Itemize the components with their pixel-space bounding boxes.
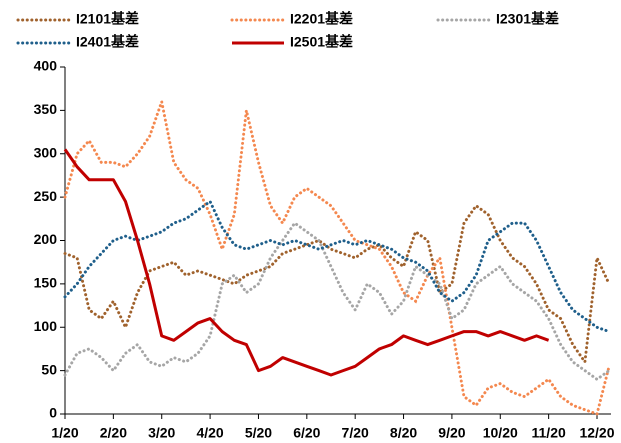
series-line bbox=[63, 199, 611, 334]
y-tick-label: 150 bbox=[34, 275, 58, 291]
legend-label: I2101基差 bbox=[76, 11, 139, 27]
x-tick-label: 2/20 bbox=[100, 425, 127, 441]
y-tick-label: 0 bbox=[49, 405, 57, 421]
y-tick-label: 200 bbox=[34, 231, 58, 247]
y-tick-label: 100 bbox=[34, 318, 58, 334]
y-tick-label: 300 bbox=[34, 144, 58, 160]
x-tick-label: 9/20 bbox=[438, 425, 465, 441]
y-tick-label: 400 bbox=[34, 58, 58, 74]
x-tick-label: 6/20 bbox=[293, 425, 320, 441]
series-line bbox=[63, 96, 611, 416]
x-tick-label: 5/20 bbox=[245, 425, 272, 441]
x-tick-label: 10/20 bbox=[483, 425, 518, 441]
x-tick-label: 8/20 bbox=[390, 425, 417, 441]
x-tick-label: 7/20 bbox=[342, 425, 369, 441]
y-tick-label: 350 bbox=[34, 101, 58, 117]
legend-label: I2501基差 bbox=[290, 34, 353, 50]
x-tick-label: 4/20 bbox=[196, 425, 223, 441]
x-tick-label: 3/20 bbox=[148, 425, 175, 441]
y-tick-label: 250 bbox=[34, 188, 58, 204]
legend-label: I2201基差 bbox=[290, 11, 353, 27]
series-line bbox=[63, 148, 550, 377]
legend-label: I2301基差 bbox=[496, 11, 559, 27]
series-line bbox=[63, 220, 611, 382]
y-tick-label: 50 bbox=[41, 361, 57, 377]
x-tick-label: 1/20 bbox=[51, 425, 78, 441]
x-tick-label: 11/20 bbox=[532, 425, 566, 441]
x-tick-label: 12/20 bbox=[579, 425, 614, 441]
series-line bbox=[63, 203, 611, 366]
legend-label: I2401基差 bbox=[76, 34, 139, 50]
